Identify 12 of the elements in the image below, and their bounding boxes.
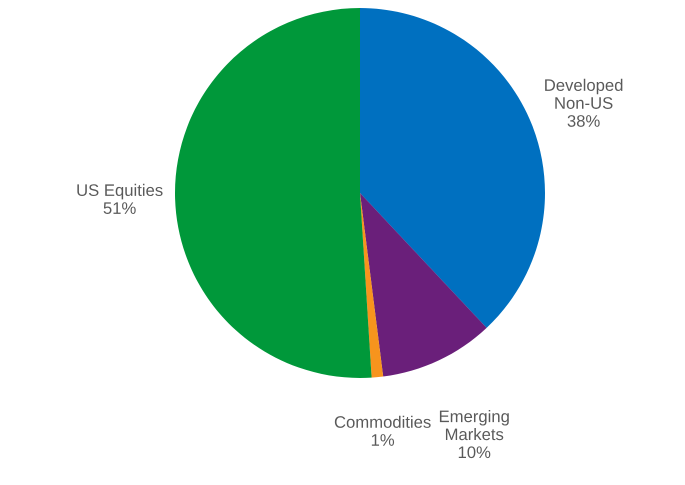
data-label: 10% [458, 446, 490, 458]
slice-label: Emerging Markets [440, 410, 509, 440]
pie-slice [175, 8, 372, 378]
data-label: 51% [104, 202, 136, 214]
pie-slice [360, 193, 487, 377]
slice-label: US Equities [77, 184, 163, 200]
slice-label: Commodities [334, 416, 431, 428]
slice-label: Developed Non-US [545, 78, 622, 109]
pie-slice [360, 8, 545, 328]
data-label: 1% [372, 434, 394, 446]
data-label: 38% [568, 115, 600, 127]
pie-slice [360, 193, 384, 378]
